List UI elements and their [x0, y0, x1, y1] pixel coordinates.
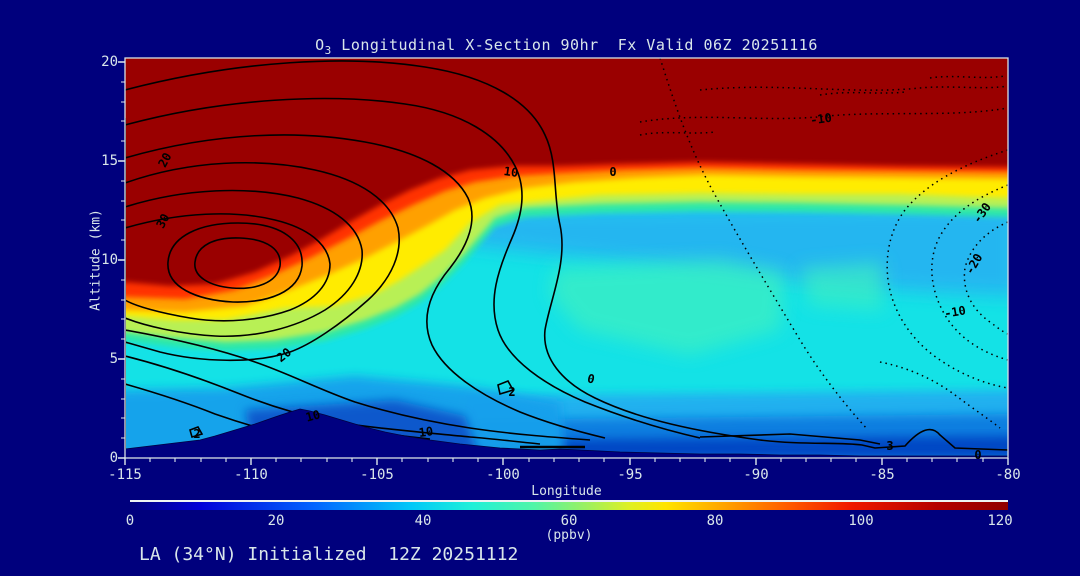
y-tick-label: 15	[101, 153, 118, 169]
x-tick-label: -105	[360, 467, 394, 483]
y-tick-label: 10	[101, 252, 118, 268]
colorbar-tick-label: 0	[125, 513, 135, 529]
fill-green-patch	[550, 260, 785, 355]
x-axis-major-ticks	[124, 458, 1009, 465]
colorbar-tick-label: 100	[848, 513, 874, 529]
contour-line	[125, 162, 400, 362]
contour-label: 0	[974, 448, 982, 462]
title-element-symbol: O	[315, 36, 325, 54]
x-tick-label: -110	[234, 467, 268, 483]
x-axis-label: Longitude	[531, 484, 602, 499]
contour-label: -10	[809, 110, 833, 128]
contour-label: 2	[193, 427, 201, 441]
fill-green-patch	[800, 262, 883, 310]
contour-lines-dotted	[639, 58, 1008, 431]
contour-line	[125, 97, 701, 439]
title-text: Longitudinal X-Section 90hr Fx Valid 06Z…	[331, 36, 818, 54]
contour-label: 3	[886, 439, 894, 453]
contour-line	[699, 433, 881, 445]
y-axis-minor-ticks	[121, 81, 125, 439]
y-tick-label: 20	[101, 54, 118, 70]
contour-line-dotted	[879, 361, 1001, 429]
title-subscript: 3	[324, 44, 332, 57]
plot-area	[125, 58, 1008, 458]
colorbar	[130, 500, 1008, 510]
fill-stratosphere-darkred	[125, 58, 1008, 286]
contour-line	[497, 379, 515, 396]
contour-line	[125, 60, 1008, 451]
contour-line	[189, 426, 204, 438]
contour-line	[167, 222, 303, 303]
contour-label: 0	[609, 165, 617, 179]
contour-line	[125, 189, 363, 338]
contour-label: 10	[502, 164, 520, 180]
contour-line-dotted	[699, 85, 1008, 91]
x-tick-label: -80	[995, 467, 1021, 483]
init-annotation: LA (34°N) Initialized 12Z 20251112	[139, 544, 519, 565]
contour-line	[125, 329, 591, 441]
contour-label: 2	[508, 385, 516, 399]
x-tick-label: -85	[869, 467, 895, 483]
plot-frame	[124, 57, 1009, 459]
contour-line-dotted	[819, 91, 906, 96]
contour-line	[194, 237, 281, 290]
y-axis-major-ticks	[118, 61, 125, 459]
contour-label: 10	[417, 424, 435, 440]
colorbar-tick-label: 120	[987, 513, 1013, 529]
contour-line-dotted	[963, 221, 1008, 335]
chart-title: O3 Longitudinal X-Section 90hr Fx Valid …	[125, 36, 1008, 57]
colorbar-tick-label: 20	[267, 513, 285, 529]
colorbar-tick-label: 80	[706, 513, 724, 529]
y-tick-label: 0	[109, 450, 118, 466]
y-tick-label: 5	[109, 351, 118, 367]
contour-line	[125, 213, 331, 322]
colorbar-tick-label: 40	[414, 513, 432, 529]
x-tick-label: -100	[486, 467, 520, 483]
x-tick-label: -90	[743, 467, 769, 483]
colorbar-units-label: (ppbv)	[545, 528, 593, 543]
x-tick-label: -115	[108, 467, 142, 483]
contour-line-dotted	[639, 107, 1008, 123]
x-tick-label: -95	[617, 467, 643, 483]
contour-lines-solid	[125, 60, 1008, 456]
contour-line	[125, 134, 606, 439]
contour-line-dotted	[929, 75, 1006, 79]
colorbar-tick-label: 60	[560, 513, 578, 529]
terrain-profile	[125, 408, 1008, 458]
x-axis-minor-ticks	[149, 458, 984, 462]
